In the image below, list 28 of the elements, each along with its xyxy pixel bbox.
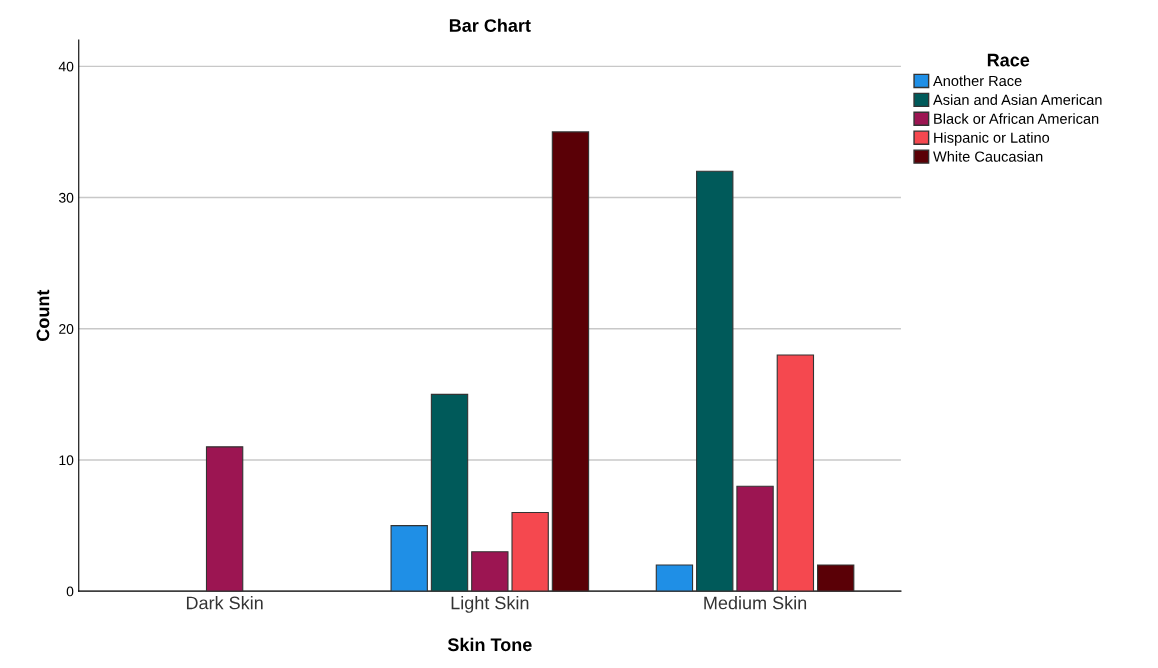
y-axis-title: Count [36, 289, 50, 341]
bar [511, 511, 549, 592]
x-tick-label: Light Skin [451, 596, 529, 613]
bar [816, 564, 855, 592]
legend-label: Black or African American [934, 113, 1099, 124]
bar [776, 354, 815, 592]
x-tick-label: Medium Skin [704, 596, 807, 610]
bar [736, 485, 774, 592]
bar [205, 446, 244, 592]
legend-label: Another Race [933, 75, 1022, 87]
legend-label: Asian and Asian American [933, 94, 1102, 105]
legend-label: White Caucasian [933, 151, 1043, 162]
y-tick-label: 20 [59, 324, 74, 334]
y-tick-label: 40 [58, 61, 74, 72]
x-tick-label: Dark Skin [186, 596, 263, 610]
bar [471, 551, 509, 592]
bar [390, 525, 428, 592]
bar [655, 564, 694, 592]
x-axis-title: Skin Tone [447, 637, 532, 652]
bar [430, 393, 469, 592]
bar [551, 131, 590, 592]
legend-title: Race [987, 53, 1030, 67]
y-tick-label: 30 [58, 192, 74, 203]
legend-label: Hispanic or Latino [934, 132, 1050, 146]
chart-title: Bar Chart [449, 18, 531, 32]
y-tick-label: 10 [59, 455, 74, 466]
bar [696, 170, 734, 592]
y-tick-label: 0 [66, 586, 74, 597]
